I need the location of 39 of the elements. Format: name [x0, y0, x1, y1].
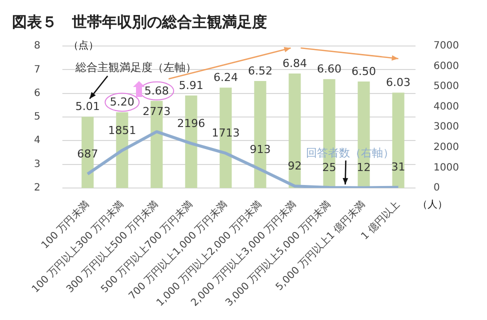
y2-tick-label: 5000	[434, 81, 460, 92]
y-tick-label: 7	[34, 64, 40, 76]
y2-tick-label: 7000	[434, 40, 460, 52]
data-label: 687	[77, 147, 98, 160]
y-tick-label: 8	[34, 40, 40, 52]
y-tick-label: 2	[34, 182, 40, 194]
data-label: 6.03	[386, 76, 411, 89]
y2-axis-title: （人）	[418, 200, 448, 211]
y-tick-label: 4	[34, 135, 40, 146]
y-tick-label: 3	[34, 158, 40, 170]
data-label: 6.60	[317, 62, 342, 76]
data-label: 6.84	[282, 56, 307, 70]
data-label: 12	[356, 161, 371, 174]
data-label: 31	[391, 160, 406, 174]
data-label: 25	[322, 160, 336, 174]
data-label: 6.24	[213, 71, 238, 84]
data-label: 92	[288, 159, 302, 172]
data-label: 2773	[142, 105, 171, 118]
y2-tick-label: 6000	[434, 60, 460, 72]
chart-title: 図表５ 世帯年収別の総合主観満足度	[12, 12, 267, 31]
data-label: 2196	[177, 116, 206, 130]
data-label: 913	[250, 142, 271, 156]
y2-tick-label: 0	[434, 182, 440, 194]
data-label: 5.68	[144, 84, 169, 98]
data-label: 1713	[212, 126, 240, 140]
y2-tick-label: 3000	[434, 122, 460, 133]
data-label: 5.20	[110, 96, 134, 109]
y2-tick-label: 1000	[434, 162, 460, 174]
data-label: 5.01	[75, 100, 100, 114]
y-axis-title: （点）	[68, 40, 98, 52]
y2-tick-label: 4000	[434, 101, 460, 112]
data-label: 1851	[108, 124, 136, 137]
y2-tick-label: 2000	[434, 142, 460, 153]
data-label: 6.50	[352, 64, 376, 78]
series-label: 総合主観満足度（左軸）	[74, 60, 197, 74]
data-label: 6.52	[248, 64, 272, 78]
y-tick-label: 6	[34, 88, 40, 99]
data-label: 5.91	[178, 78, 204, 92]
y-tick-label: 5	[34, 112, 40, 123]
